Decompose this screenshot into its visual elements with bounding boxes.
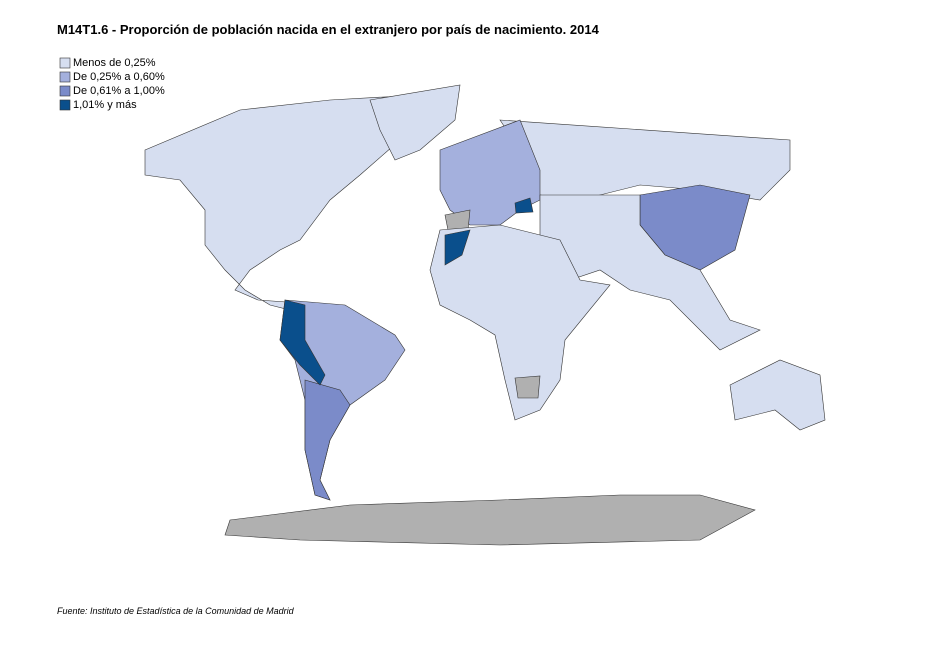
- map-title: M14T1.6 - Proporción de población nacida…: [57, 22, 600, 37]
- spain: [444, 209, 471, 231]
- morocco: [444, 229, 471, 266]
- source-note: Fuente: Instituto de Estadística de la C…: [57, 606, 295, 616]
- legend-swatch: [59, 57, 71, 69]
- legend-label: Menos de 0,25%: [73, 57, 156, 69]
- legend-label: De 0,25% a 0,60%: [73, 71, 165, 83]
- greenland: [369, 84, 461, 161]
- legend-label: De 0,61% a 1,00%: [73, 85, 165, 97]
- europe: [439, 119, 541, 226]
- russia-asia: [499, 119, 791, 201]
- legend: Menos de 0,25% De 0,25% a 0,60% De 0,61% a…: [59, 57, 165, 111]
- africa: [429, 224, 611, 421]
- australia: [729, 359, 826, 431]
- world-map: [144, 84, 826, 546]
- romania: [514, 197, 534, 214]
- legend-swatch: [59, 99, 71, 111]
- southern-cone: [304, 379, 351, 501]
- southern-africa-nodata: [514, 375, 541, 399]
- antarctica: [224, 494, 756, 546]
- legend-label: 1,01% y más: [73, 99, 137, 111]
- legend-swatch: [59, 85, 71, 97]
- legend-swatch: [59, 71, 71, 83]
- andean-countries: [279, 299, 326, 386]
